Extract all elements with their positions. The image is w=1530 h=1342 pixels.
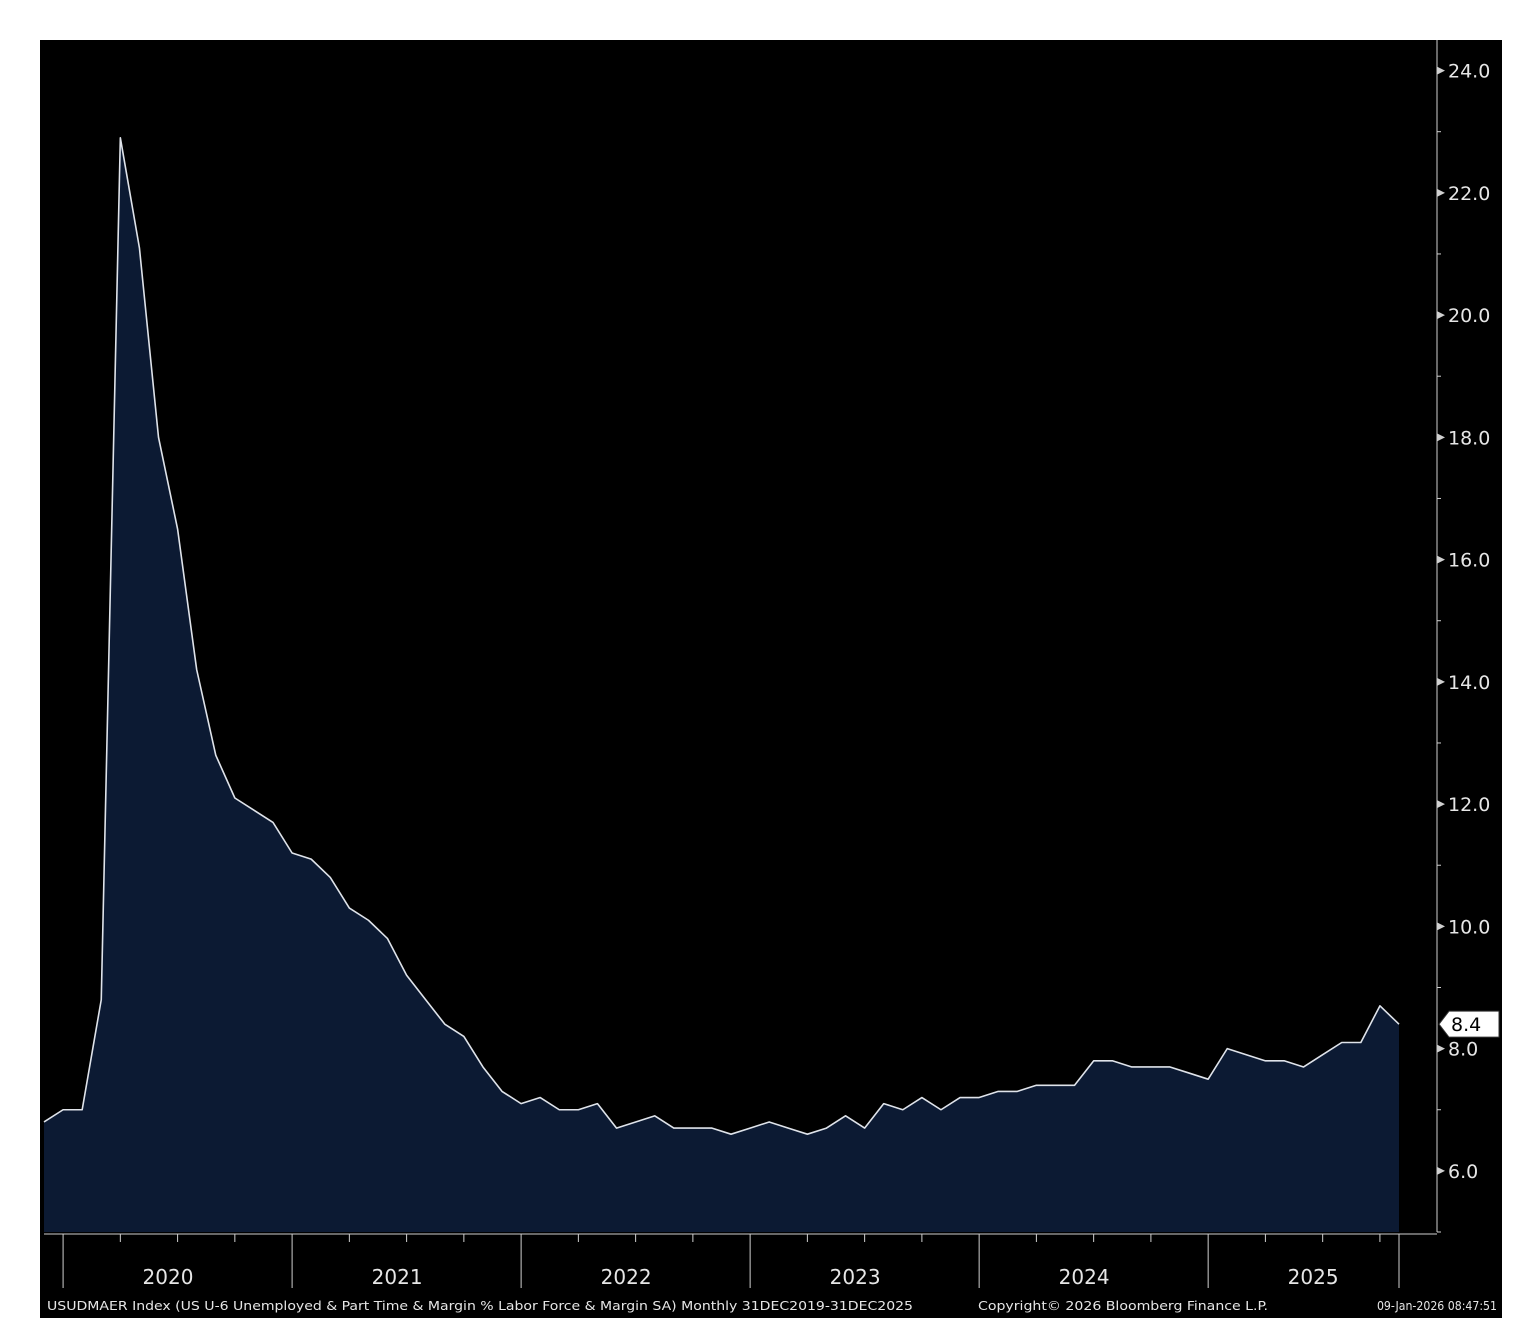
y-tick-label: 6.0 xyxy=(1448,1161,1478,1183)
y-tick-label: 22.0 xyxy=(1448,183,1490,205)
x-tick-label: 2024 xyxy=(1059,1265,1110,1289)
y-tick-label: 24.0 xyxy=(1448,61,1490,83)
footer-timestamp: 09-Jan-2026 08:47:51 xyxy=(1377,1299,1497,1313)
x-tick-label: 2022 xyxy=(601,1265,652,1289)
y-tick-label: 18.0 xyxy=(1448,427,1490,449)
y-tick-label: 10.0 xyxy=(1448,916,1490,938)
y-tick-label: 20.0 xyxy=(1448,305,1490,327)
footer-description: USUDMAER Index (US U-6 Unemployed & Part… xyxy=(47,1299,913,1313)
y-tick-label: 8.0 xyxy=(1448,1039,1478,1061)
footer-copyright: Copyright© 2026 Bloomberg Finance L.P. xyxy=(978,1299,1268,1313)
x-tick-label: 2021 xyxy=(372,1265,423,1289)
x-tick-label: 2020 xyxy=(143,1265,194,1289)
y-tick-label: 14.0 xyxy=(1448,672,1490,694)
last-value-label: 8.4 xyxy=(1451,1014,1481,1036)
y-tick-label: 16.0 xyxy=(1448,550,1490,572)
x-tick-label: 2023 xyxy=(830,1265,881,1289)
y-tick-label: 12.0 xyxy=(1448,794,1490,816)
x-tick-label: 2025 xyxy=(1288,1265,1339,1289)
